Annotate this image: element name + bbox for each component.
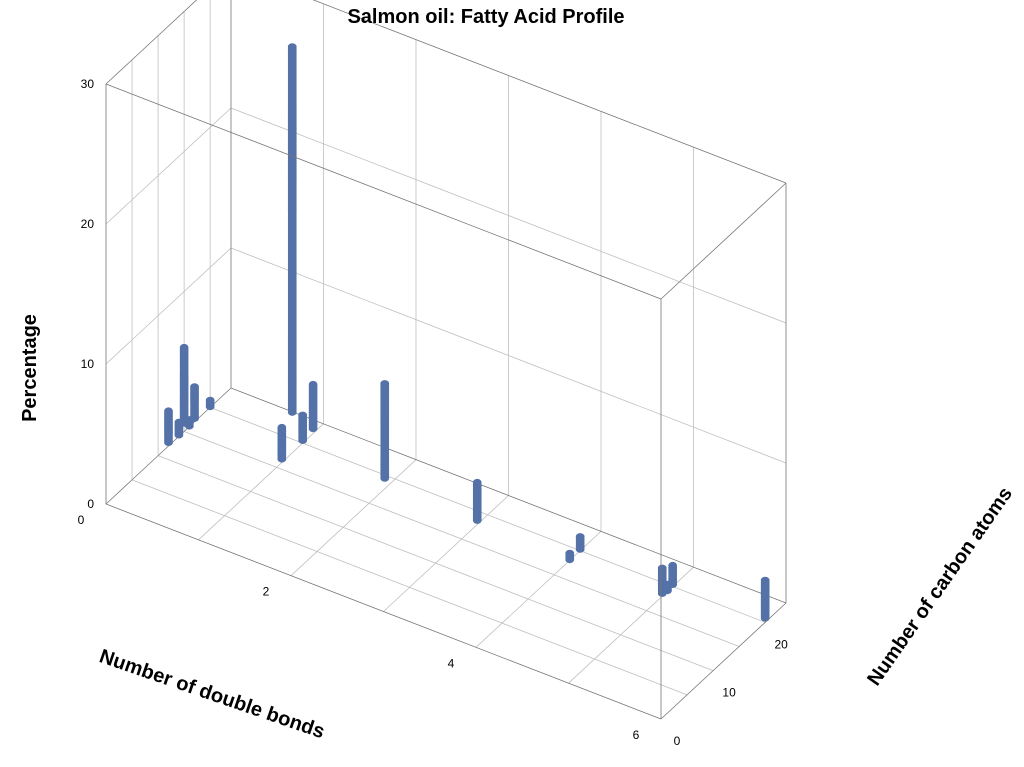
floor-grid-line <box>183 431 740 647</box>
floor-grid-line <box>131 479 688 696</box>
box-edge <box>312 0 787 184</box>
x-tick-label: 6 <box>633 728 640 742</box>
data-point-db1-c16 <box>277 423 287 463</box>
back-grid-line <box>230 247 787 464</box>
point-marker <box>575 533 585 541</box>
data-point-db0-c14 <box>174 418 184 439</box>
point-marker <box>190 383 199 391</box>
x-tick-label: 4 <box>448 656 455 670</box>
point-marker <box>277 423 287 432</box>
chart-title: Salmon oil: Fatty Acid Profile <box>347 6 624 28</box>
side-grid-line <box>105 247 232 365</box>
point-marker <box>179 343 189 352</box>
data-point-db0-c20 <box>205 396 215 411</box>
point-marker <box>308 380 318 389</box>
box-edge <box>230 387 787 604</box>
y-tick-label: 10 <box>722 686 736 700</box>
z-tick-label: 30 <box>81 77 95 91</box>
data-point-db1-c18 <box>287 43 297 416</box>
point-marker <box>472 478 482 487</box>
data-point-db0-c15 <box>179 343 189 427</box>
floor-grid-line <box>157 455 714 672</box>
point-marker <box>174 418 184 426</box>
data-point-db6-c20 <box>760 576 770 622</box>
data-point-db5-c18 <box>657 564 667 597</box>
point-marker <box>668 561 678 570</box>
side-grid-line <box>105 107 232 225</box>
data-point-db1-c20 <box>298 411 308 444</box>
box-edge <box>105 0 198 85</box>
x-tick-label: 0 <box>78 513 85 527</box>
bounding-box-back-edges <box>105 0 787 604</box>
z-axis-label: Percentage <box>19 314 41 422</box>
y-tick-label: 20 <box>774 637 788 651</box>
z-tick-label: 10 <box>81 357 95 371</box>
data-point-db4-c18 <box>565 549 575 564</box>
box-edge <box>660 602 787 720</box>
floor-grid-line <box>383 495 509 612</box>
bounding-box-front-edges <box>105 83 787 720</box>
floor-grid-line <box>210 406 766 623</box>
box-edge <box>660 182 787 300</box>
x-axis-label: Number of double bonds <box>96 645 327 743</box>
back-grid-line <box>230 107 787 324</box>
x-tick-label: 2 <box>263 585 270 599</box>
box-edge <box>105 83 662 300</box>
y-tick-label: 0 <box>674 734 681 748</box>
tick-labels: 0 2 4 6 0 10 20 0 10 20 30 <box>78 77 789 748</box>
box-edge <box>105 503 662 720</box>
point-marker <box>657 564 667 572</box>
floor-grid-line <box>290 459 417 576</box>
point-marker <box>164 407 173 415</box>
point-marker <box>565 549 575 557</box>
point-marker <box>298 411 308 419</box>
grid-lines <box>105 0 787 696</box>
data-point-db3-c18 <box>472 478 482 524</box>
data-point-db1-c22 <box>308 380 318 433</box>
point-marker <box>287 43 297 51</box>
data-point-db0-c12 <box>164 407 173 447</box>
data-point-db4-c20 <box>575 533 585 553</box>
z-tick-label: 0 <box>87 497 94 511</box>
data-point-db2-c18 <box>380 380 390 482</box>
data-points <box>164 43 770 622</box>
point-marker <box>205 396 215 404</box>
point-marker <box>760 576 770 584</box>
point-marker <box>380 380 390 388</box>
data-point-db0-c17 <box>190 383 199 422</box>
z-tick-label: 20 <box>81 217 95 231</box>
y-axis-label: Number of carbon atoms <box>863 483 1017 690</box>
